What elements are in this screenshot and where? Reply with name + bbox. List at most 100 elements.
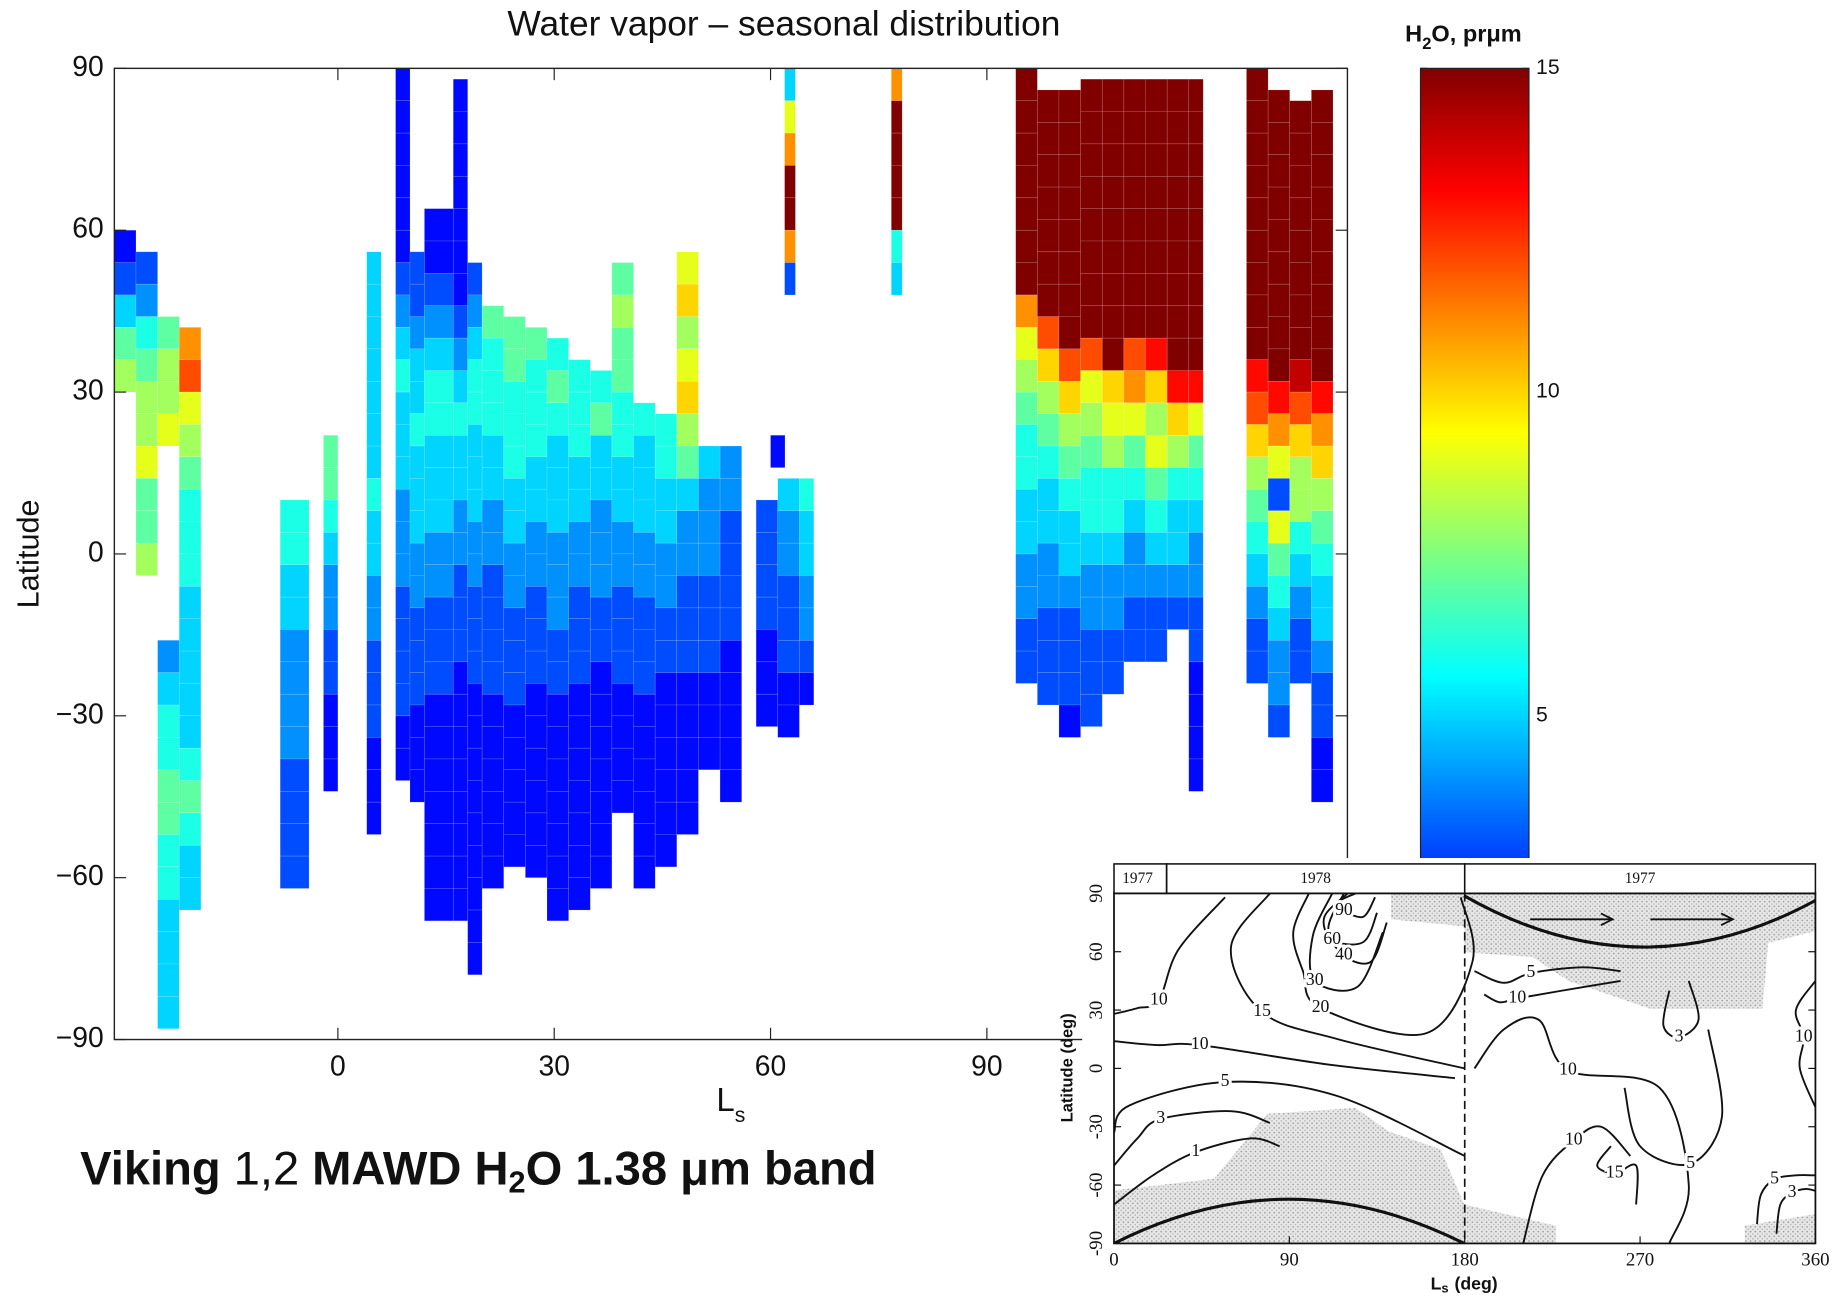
x-tick-label: 30 (538, 1049, 569, 1081)
cell (395, 715, 411, 749)
cell (1166, 208, 1190, 242)
cell (395, 68, 411, 102)
cell (719, 672, 742, 706)
cell (568, 618, 591, 652)
cell (525, 359, 548, 393)
cell (1058, 89, 1081, 123)
cell (1246, 424, 1269, 458)
cell (525, 812, 548, 846)
cell (481, 596, 505, 630)
cell (654, 672, 678, 706)
cell (1015, 391, 1038, 425)
cell (611, 262, 634, 296)
cell (589, 791, 613, 825)
cell (546, 434, 569, 468)
inset-y-tick-label: -60 (1086, 1173, 1107, 1198)
cell (452, 823, 468, 857)
cell (799, 639, 815, 673)
cell (1311, 413, 1334, 447)
cell (1145, 629, 1168, 663)
cell (1080, 78, 1103, 112)
cell (1123, 273, 1146, 307)
cell (1123, 337, 1146, 371)
cell (135, 542, 158, 576)
cell (424, 532, 454, 566)
cell (157, 672, 180, 706)
cell (1015, 68, 1038, 102)
cell (1188, 240, 1204, 274)
cell (424, 726, 454, 760)
cell (1289, 359, 1312, 393)
cell (366, 251, 382, 285)
cell (452, 402, 468, 436)
cell (503, 801, 526, 835)
cell (1037, 154, 1060, 188)
cell (481, 661, 505, 695)
cell (525, 456, 548, 490)
cell (279, 693, 310, 727)
cell (157, 704, 180, 738)
cell (1015, 197, 1038, 231)
cell (452, 499, 468, 533)
cell (1188, 499, 1204, 533)
cell (409, 737, 425, 771)
polar-boundary (1463, 894, 1816, 949)
cell (568, 683, 591, 717)
cell (1080, 629, 1103, 663)
cell (424, 434, 454, 468)
cell (719, 704, 742, 738)
cell (157, 898, 180, 932)
cell (178, 456, 202, 490)
period-label: 1977 (1122, 870, 1153, 887)
contour-label: 5 (1221, 1070, 1230, 1090)
cell (1311, 672, 1334, 706)
cell (1101, 434, 1125, 468)
cell (525, 424, 548, 458)
cell (1311, 575, 1334, 609)
cell (395, 618, 411, 652)
cell (1080, 273, 1103, 307)
cell (698, 575, 721, 609)
x-tick-label: 90 (971, 1049, 1002, 1081)
contour-line (1596, 1145, 1639, 1205)
caption-part: O 1.38 μm band (526, 1142, 877, 1195)
cell (323, 758, 339, 792)
cell (1080, 175, 1103, 209)
cell (1246, 262, 1269, 296)
cell (1058, 283, 1081, 317)
cell (1058, 704, 1081, 738)
cell (481, 337, 505, 371)
cell (1188, 532, 1204, 566)
cell (654, 413, 678, 447)
cell (395, 521, 411, 555)
cell (1188, 78, 1204, 112)
cell (1015, 424, 1038, 458)
inset-x-tick-label: 0 (1109, 1249, 1118, 1270)
cell (395, 650, 411, 684)
cell (799, 510, 815, 544)
cell (1101, 143, 1125, 177)
cell (1015, 100, 1038, 134)
cell (777, 607, 800, 641)
cell (676, 316, 699, 350)
cell (178, 812, 202, 846)
cell (1080, 564, 1103, 598)
cell (525, 715, 548, 749)
inset-x-label: Ls (deg) (1431, 1273, 1498, 1295)
cell (1101, 629, 1125, 663)
contour-line (1308, 893, 1384, 992)
cell (611, 780, 634, 814)
contour-label: 10 (1559, 1058, 1577, 1078)
inset-y-tick-label: 90 (1086, 884, 1107, 903)
cell (1015, 456, 1038, 490)
cell (546, 629, 569, 663)
cell (503, 834, 526, 868)
cell (114, 294, 137, 328)
cell (424, 888, 454, 922)
colorbar-tick-label: 10 (1536, 380, 1560, 403)
inset-x-label-main: L (1431, 1273, 1442, 1293)
cell (1080, 467, 1103, 501)
shaded-region (1114, 1107, 1557, 1244)
cell (1289, 100, 1312, 134)
caption-part: MAWD H (312, 1142, 508, 1195)
